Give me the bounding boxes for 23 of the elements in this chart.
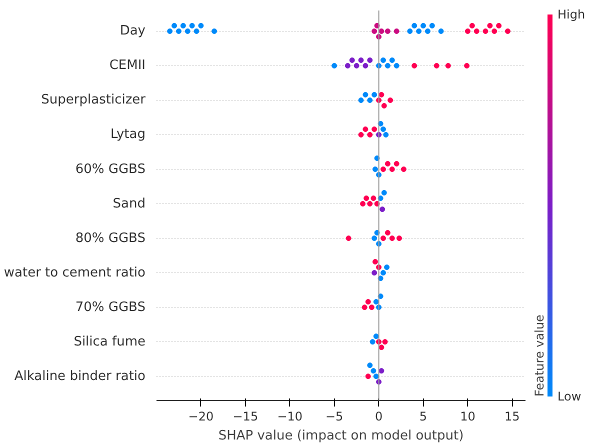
x-axis-title: SHAP value (impact on model output)	[218, 428, 464, 444]
color-bar-label: High	[558, 8, 586, 22]
x-tick-label: −20	[188, 410, 214, 424]
y-tick-label: water to cement ratio	[4, 265, 146, 280]
y-tick-label: Silica fume	[74, 334, 146, 350]
color-bar-title: Feature value	[532, 314, 546, 396]
y-tick-label: Day	[120, 24, 146, 39]
x-tick-label: 10	[460, 410, 476, 424]
y-tick-label: Sand	[112, 196, 146, 212]
x-tick-label: 15	[504, 410, 520, 424]
x-tick-label: 5	[419, 410, 428, 424]
y-tick-label: Superplasticizer	[41, 92, 146, 108]
x-tick-label: −10	[277, 410, 303, 424]
y-tick-label: 80% GGBS	[75, 230, 146, 246]
x-tick-label: 0	[374, 410, 383, 424]
y-tick-label: CEMII	[109, 58, 146, 74]
y-tick-label: 70% GGBS	[75, 300, 146, 315]
y-tick-label: 60% GGBS	[75, 162, 146, 177]
y-tick-label: Alkaline binder ratio	[14, 368, 146, 384]
y-tick-label: Lytag	[110, 127, 146, 142]
x-tick-label: −5	[325, 410, 344, 424]
x-tick-label: −15	[232, 410, 258, 424]
color-bar-label: Low	[558, 390, 582, 404]
